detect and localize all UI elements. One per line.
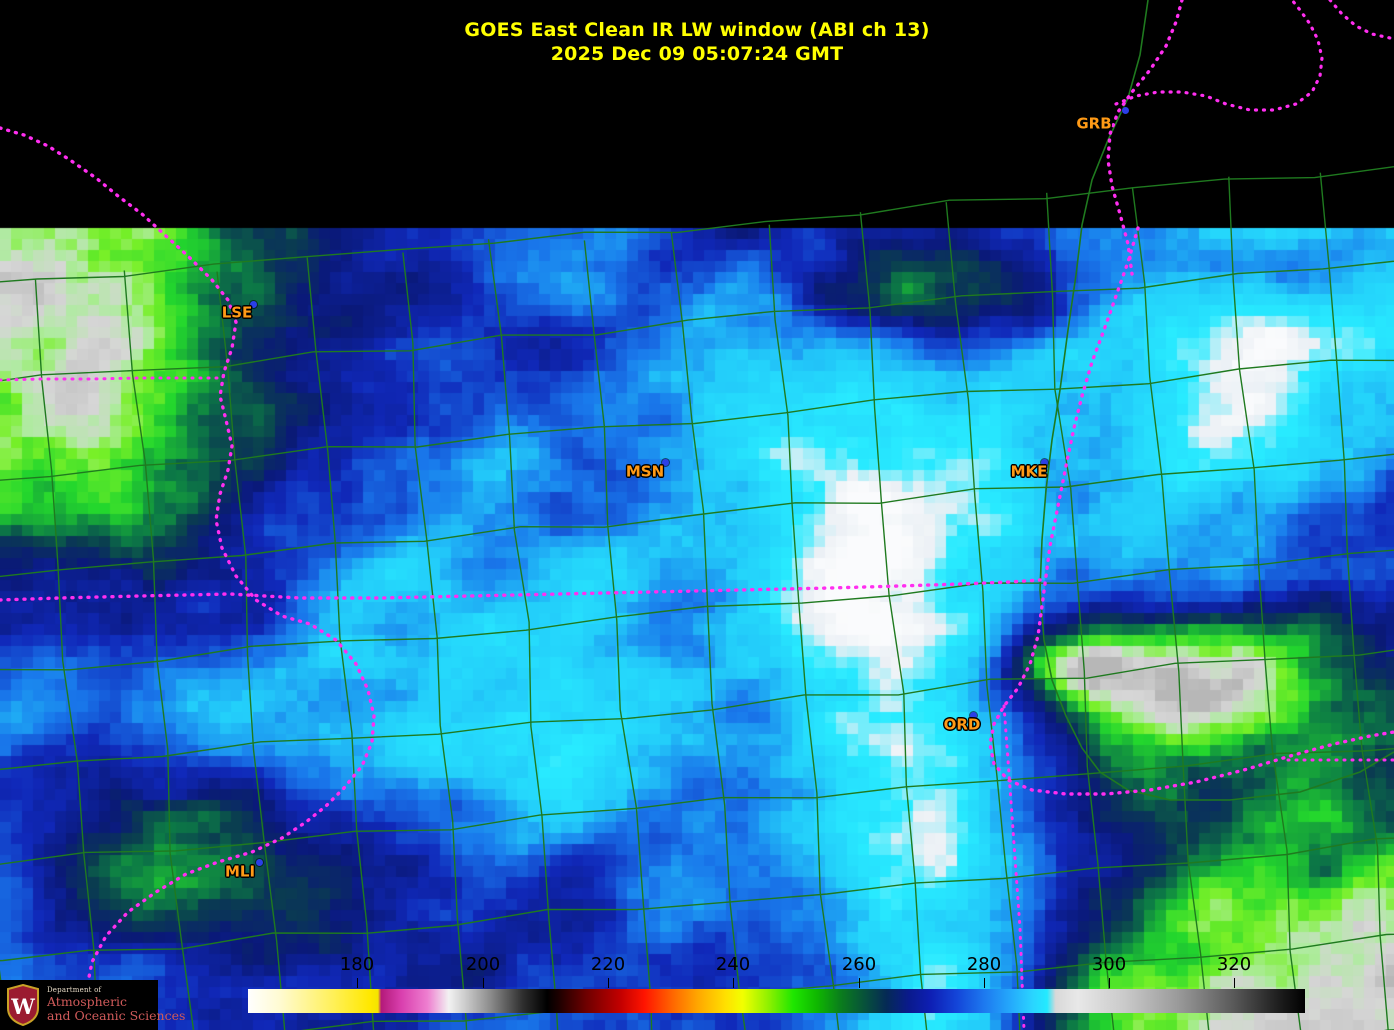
county-line xyxy=(670,232,746,1030)
station-dot-icon xyxy=(662,459,669,466)
uw-crest-icon: W xyxy=(5,983,41,1027)
station-label: LSE xyxy=(221,303,253,322)
colorbar-tick-label: 200 xyxy=(465,954,501,975)
county-line xyxy=(0,165,1394,283)
colorbar-tick xyxy=(1109,978,1110,988)
colorbar-tick-label: 320 xyxy=(1216,954,1252,975)
county-line xyxy=(1131,187,1210,1030)
colorbar-tick-label: 280 xyxy=(966,954,1002,975)
station-dot-icon xyxy=(1122,107,1129,114)
county-line xyxy=(583,240,653,1030)
colorbar-tick xyxy=(1234,978,1235,988)
county-line xyxy=(402,252,468,1030)
colorbar-tick xyxy=(483,978,484,988)
svg-text:W: W xyxy=(10,994,35,1019)
colorbar: 180 200 220 240 260 280 300 320 xyxy=(248,956,1305,1013)
state-border-line xyxy=(1328,0,1392,40)
state-border-line xyxy=(1114,0,1324,112)
county-line xyxy=(768,224,840,1030)
county-line xyxy=(1228,176,1302,1030)
station-label: MSN xyxy=(625,462,665,481)
station-label: MLI xyxy=(224,862,256,881)
county-line xyxy=(0,453,1394,578)
state-border-line xyxy=(0,126,376,1030)
county-line xyxy=(306,257,375,1030)
county-line xyxy=(0,747,1394,865)
station-label: GRB xyxy=(1076,114,1112,133)
county-line xyxy=(0,260,1394,382)
county-line xyxy=(1039,0,1394,801)
county-line xyxy=(0,649,1394,771)
logo-line-1: Atmospheric xyxy=(47,994,128,1009)
county-line xyxy=(487,239,559,1030)
state-border-line xyxy=(0,578,1042,602)
state-border-line xyxy=(1002,704,1026,1030)
colorbar-tick xyxy=(733,978,734,988)
state-border-line xyxy=(0,376,224,382)
colorbar-gradient xyxy=(248,989,1305,1013)
county-line xyxy=(216,271,286,1030)
county-line xyxy=(945,202,1021,1030)
county-line xyxy=(34,278,98,1030)
state-border-line xyxy=(1106,0,1184,276)
county-line xyxy=(859,212,928,1030)
county-line xyxy=(300,933,1394,1030)
colorbar-tick xyxy=(608,978,609,988)
station-dot-icon xyxy=(250,301,257,308)
county-line xyxy=(0,837,1394,962)
colorbar-tick-label: 180 xyxy=(339,954,375,975)
uw-aos-logo: W Department of Atmospheric and Oceanic … xyxy=(0,980,185,1030)
uw-logo-text: Department of Atmospheric and Oceanic Sc… xyxy=(47,987,185,1023)
station-dot-icon xyxy=(256,859,263,866)
county-line xyxy=(0,359,1394,481)
county-line xyxy=(0,549,1394,671)
state-border-line xyxy=(988,226,1394,796)
colorbar-tick xyxy=(984,978,985,988)
colorbar-tick-label: 260 xyxy=(841,954,877,975)
station-dot-icon xyxy=(970,712,977,719)
colorbar-tick xyxy=(859,978,860,988)
logo-line-2: and Oceanic Sciences xyxy=(47,1008,186,1023)
colorbar-tick-label: 220 xyxy=(590,954,626,975)
station-label: MKE xyxy=(1010,462,1048,481)
colorbar-tick xyxy=(357,978,358,988)
colorbar-tick-label: 240 xyxy=(715,954,751,975)
station-label: ORD xyxy=(943,715,981,734)
county-line xyxy=(123,270,195,1030)
station-dot-icon xyxy=(1041,459,1048,466)
county-line xyxy=(0,969,8,1030)
county-line xyxy=(1046,192,1115,1030)
colorbar-tick-label: 300 xyxy=(1091,954,1127,975)
logo-department-prefix: Department of xyxy=(47,986,102,994)
county-line xyxy=(1319,172,1389,1030)
